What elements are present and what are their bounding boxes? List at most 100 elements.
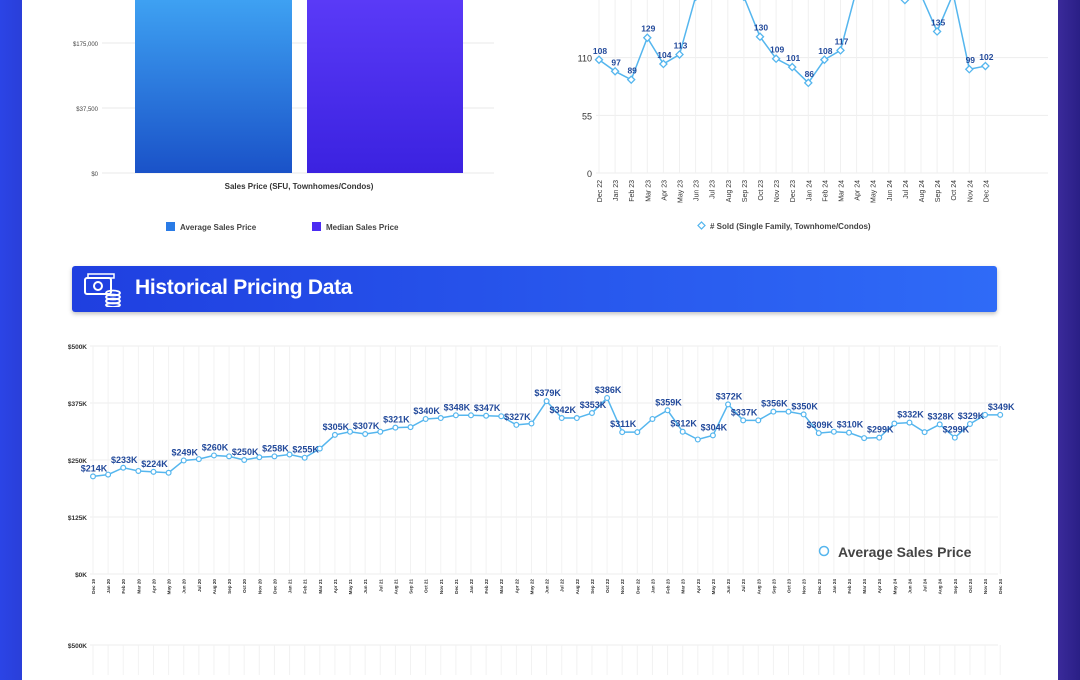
sold-data-label: 109 [770, 45, 784, 55]
hist-x-tick-label: Oct 20 [242, 579, 247, 593]
hist-data-point [393, 425, 398, 430]
hist-x-tick-label: Aug 24 [938, 579, 943, 595]
hist-x-tick-label: Aug 21 [393, 579, 398, 595]
hist-data-point [726, 402, 731, 407]
hist-data-point [695, 437, 700, 442]
hist-data-point [680, 429, 685, 434]
bottom-y-tick-label: $500K [68, 643, 87, 650]
hist-data-point [620, 430, 625, 435]
hist-data-point [741, 418, 746, 423]
sold-x-tick-label: Jul 23 [710, 180, 717, 199]
hist-data-point [408, 425, 413, 430]
hist-data-point [892, 421, 897, 426]
hist-data-point [952, 435, 957, 440]
hist-data-point [635, 430, 640, 435]
sold-legend-marker [698, 222, 705, 229]
hist-data-point [272, 454, 277, 459]
hist-data-label: $347K [474, 403, 501, 413]
hist-x-tick-label: Aug 20 [212, 579, 217, 595]
sold-y-tick-label: 110 [578, 54, 592, 64]
hist-x-tick-label: Nov 22 [620, 579, 625, 595]
hist-data-point [181, 458, 186, 463]
hist-x-tick-label: Jan 23 [650, 579, 655, 594]
hist-data-point [302, 455, 307, 460]
sold-x-tick-label: Jun 24 [887, 180, 894, 201]
hist-x-tick-label: May 22 [529, 579, 534, 595]
sold-x-tick-label: Nov 24 [967, 180, 974, 202]
sold-data-point [660, 60, 667, 67]
hist-data-point [816, 431, 821, 436]
hist-data-label: $255K [292, 445, 319, 455]
hist-data-label: $327K [504, 412, 531, 422]
sold-x-tick-label: Feb 23 [629, 180, 636, 202]
hist-data-point [574, 416, 579, 421]
hist-data-point [484, 413, 489, 418]
hist-data-point [907, 420, 912, 425]
hist-data-label: $304K [701, 422, 728, 432]
hist-x-tick-label: Jan 22 [469, 579, 474, 594]
sold-data-label: 89 [627, 66, 637, 76]
hist-data-point [151, 469, 156, 474]
sold-data-label: 99 [966, 55, 976, 65]
hist-x-tick-label: Oct 22 [605, 579, 610, 593]
hist-data-point [196, 457, 201, 462]
hist-data-point [514, 422, 519, 427]
hist-data-label: $342K [549, 405, 576, 415]
sold-x-tick-label: Apr 24 [855, 180, 862, 201]
hist-data-point [665, 408, 670, 413]
hist-x-tick-label: Dec 21 [454, 579, 459, 594]
hist-data-point [801, 412, 806, 417]
hist-data-label: $350K [791, 401, 818, 411]
sold-x-tick-label: Jan 24 [806, 180, 813, 201]
hist-data-point [771, 409, 776, 414]
hist-x-tick-label: Feb 23 [666, 579, 671, 594]
sold-data-label: 130 [754, 23, 768, 33]
sold-data-label: 113 [674, 41, 688, 51]
hist-x-tick-label: May 21 [348, 579, 353, 595]
hist-data-label: $337K [731, 407, 758, 417]
hist-x-tick-label: Jul 23 [741, 579, 746, 592]
hist-data-label: $214K [81, 463, 108, 473]
hist-x-tick-label: Feb 22 [484, 579, 489, 594]
sold-line-chart: 0551101089789129104113130109101861081171… [548, 0, 1058, 245]
hist-x-tick-label: Oct 21 [424, 579, 429, 593]
hist-x-tick-label: Sep 20 [227, 579, 232, 594]
hist-data-label: $305K [323, 422, 350, 432]
hist-x-tick-label: Feb 21 [303, 579, 308, 594]
hist-x-tick-label: Jun 21 [363, 579, 368, 594]
hist-x-tick-label: Jun 24 [907, 579, 912, 594]
sold-x-tick-label: Aug 23 [726, 180, 733, 202]
avg-legend-swatch [166, 222, 175, 231]
hist-data-label: $328K [927, 411, 954, 421]
hist-x-tick-label: Sep 22 [590, 579, 595, 594]
sold-x-tick-label: Nov 23 [774, 180, 781, 202]
hist-x-tick-label: Aug 23 [756, 579, 761, 595]
hist-x-tick-label: Mar 24 [862, 579, 867, 594]
bar-y-tick-label: $0 [91, 172, 98, 178]
sold-data-label: 117 [835, 36, 849, 46]
sold-x-tick-label: Feb 24 [822, 180, 829, 202]
hist-x-tick-label: Jul 21 [378, 579, 383, 592]
hist-data-point [937, 422, 942, 427]
hist-data-point [590, 411, 595, 416]
hist-data-point [650, 417, 655, 422]
hist-y-tick-label: $500K [68, 344, 87, 351]
hist-data-label: $348K [444, 402, 471, 412]
sold-x-tick-label: Jun 23 [694, 180, 701, 201]
money-icon [82, 271, 122, 307]
sold-data-label: 108 [593, 46, 607, 56]
hist-x-tick-label: Dec 23 [817, 579, 822, 594]
hist-data-point [453, 413, 458, 418]
hist-data-point [605, 396, 610, 401]
hist-data-label: $353K [580, 400, 607, 410]
hist-data-point [831, 429, 836, 434]
average-sales-price-bar [135, 0, 292, 173]
hist-data-point [121, 465, 126, 470]
hist-x-tick-label: Dec 24 [998, 579, 1003, 594]
sold-x-tick-label: May 24 [871, 180, 878, 203]
hist-data-point [983, 412, 988, 417]
hist-data-point [378, 429, 383, 434]
sold-data-label: 101 [786, 53, 800, 63]
median-legend-swatch [312, 222, 321, 231]
hist-x-tick-label: Jun 23 [726, 579, 731, 594]
